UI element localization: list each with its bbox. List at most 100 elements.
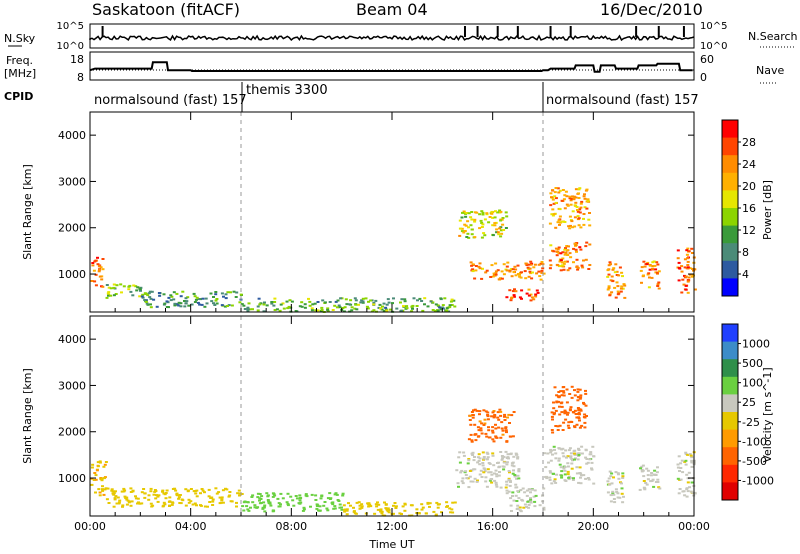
scatter-cell xyxy=(546,452,550,455)
scatter-cell xyxy=(385,309,389,312)
scatter-cell xyxy=(120,490,124,493)
scatter-cell xyxy=(574,244,578,247)
scatter-cell xyxy=(345,303,349,306)
scatter-cell xyxy=(243,308,247,310)
scatter-cell xyxy=(558,260,562,263)
scatter-cell xyxy=(491,429,495,432)
scatter-cell xyxy=(126,499,130,502)
scatter-cell xyxy=(333,493,337,496)
scatter-cell xyxy=(470,264,474,267)
scatter-cell xyxy=(410,305,414,308)
scatter-cell xyxy=(512,271,516,273)
scatter-cell xyxy=(458,234,462,237)
scatter-cell xyxy=(558,215,562,218)
scatter-cell xyxy=(269,504,273,507)
scatter-cell xyxy=(616,290,620,293)
scatter-cell xyxy=(94,284,98,287)
scatter-cell xyxy=(569,452,573,455)
scatter-cell xyxy=(565,245,569,247)
scatter-cell xyxy=(610,275,614,278)
scatter-cell xyxy=(555,254,559,257)
scatter-cell xyxy=(566,204,570,207)
scatter-cell xyxy=(482,424,486,426)
scatter-cell xyxy=(567,449,571,452)
scatter-cell xyxy=(646,474,650,477)
scatter-cell xyxy=(525,264,529,266)
scatter-cell xyxy=(289,495,293,498)
scatter-cell xyxy=(173,304,177,307)
scatter-cell xyxy=(563,207,567,210)
scatter-cell xyxy=(551,214,555,217)
scatter-cell xyxy=(376,501,379,504)
scatter-cell xyxy=(567,478,571,481)
x-tick-label: 00:00 xyxy=(74,520,106,533)
nave-label: Nave xyxy=(756,64,784,77)
scatter-cell xyxy=(612,498,616,500)
scatter-cell xyxy=(195,296,199,299)
scatter-cell xyxy=(355,501,359,504)
scatter-cell xyxy=(186,296,190,299)
scatter-cell xyxy=(232,290,236,293)
scatter-cell xyxy=(480,222,484,224)
scatter-cell xyxy=(586,477,590,479)
scatter-cell xyxy=(513,288,516,291)
scatter-cell xyxy=(462,231,466,234)
scatter-cell xyxy=(679,467,683,469)
scatter-cell xyxy=(193,295,197,298)
scatter-cell xyxy=(620,285,624,288)
scatter-cell xyxy=(465,212,469,214)
scatter-cell xyxy=(101,485,104,488)
scatter-cell xyxy=(464,224,468,227)
scatter-cell xyxy=(641,464,645,467)
scatter-cell xyxy=(272,492,276,495)
scatter-cell xyxy=(496,462,499,464)
scatter-cell xyxy=(642,260,646,263)
scatter-cell xyxy=(367,503,371,506)
scatter-cell xyxy=(554,187,558,189)
scatter-cell xyxy=(316,309,320,312)
scatter-cell xyxy=(516,474,520,477)
scatter-cell xyxy=(579,482,583,485)
scatter-cell xyxy=(490,481,494,484)
scatter-cell xyxy=(270,302,274,305)
scatter-cell xyxy=(122,487,126,490)
scatter-cell xyxy=(573,425,576,428)
scatter-cell xyxy=(548,267,552,270)
scatter-cell xyxy=(103,463,107,466)
colorbar-swatch xyxy=(722,341,738,360)
scatter-cell xyxy=(420,508,424,511)
scatter-cell xyxy=(588,243,592,246)
scatter-cell xyxy=(154,497,158,500)
scatter-cell xyxy=(197,298,201,300)
scatter-cell xyxy=(148,296,152,299)
scatter-cell xyxy=(163,302,167,305)
scatter-cell xyxy=(333,507,337,510)
scatter-cell xyxy=(291,499,295,502)
scatter-cell xyxy=(445,505,449,508)
scatter-cell xyxy=(542,508,546,511)
scatter-cell xyxy=(329,497,333,500)
scatter-cell xyxy=(101,489,105,492)
noise-trace xyxy=(89,26,695,42)
scatter-cell xyxy=(688,453,692,456)
scatter-cell xyxy=(486,414,490,416)
scatter-cell xyxy=(645,467,649,470)
scatter-cell xyxy=(682,490,686,493)
scatter-cell xyxy=(462,451,466,454)
scatter-cell xyxy=(563,221,567,223)
scatter-cell xyxy=(185,300,189,303)
scatter-cell xyxy=(549,459,553,462)
scatter-cell xyxy=(575,466,579,469)
scatter-cell xyxy=(548,479,552,481)
cpid-label: CPID xyxy=(4,90,33,103)
scatter-cell xyxy=(106,292,110,295)
scatter-cell xyxy=(96,263,100,266)
scatter-cell xyxy=(505,461,509,464)
scatter-cell xyxy=(100,477,104,480)
scatter-cell xyxy=(300,301,304,304)
scatter-cell xyxy=(505,480,509,483)
scatter-cell xyxy=(582,195,586,198)
scatter-cell xyxy=(460,227,464,230)
scatter-cell xyxy=(495,436,499,439)
scatter-cell xyxy=(578,187,582,190)
